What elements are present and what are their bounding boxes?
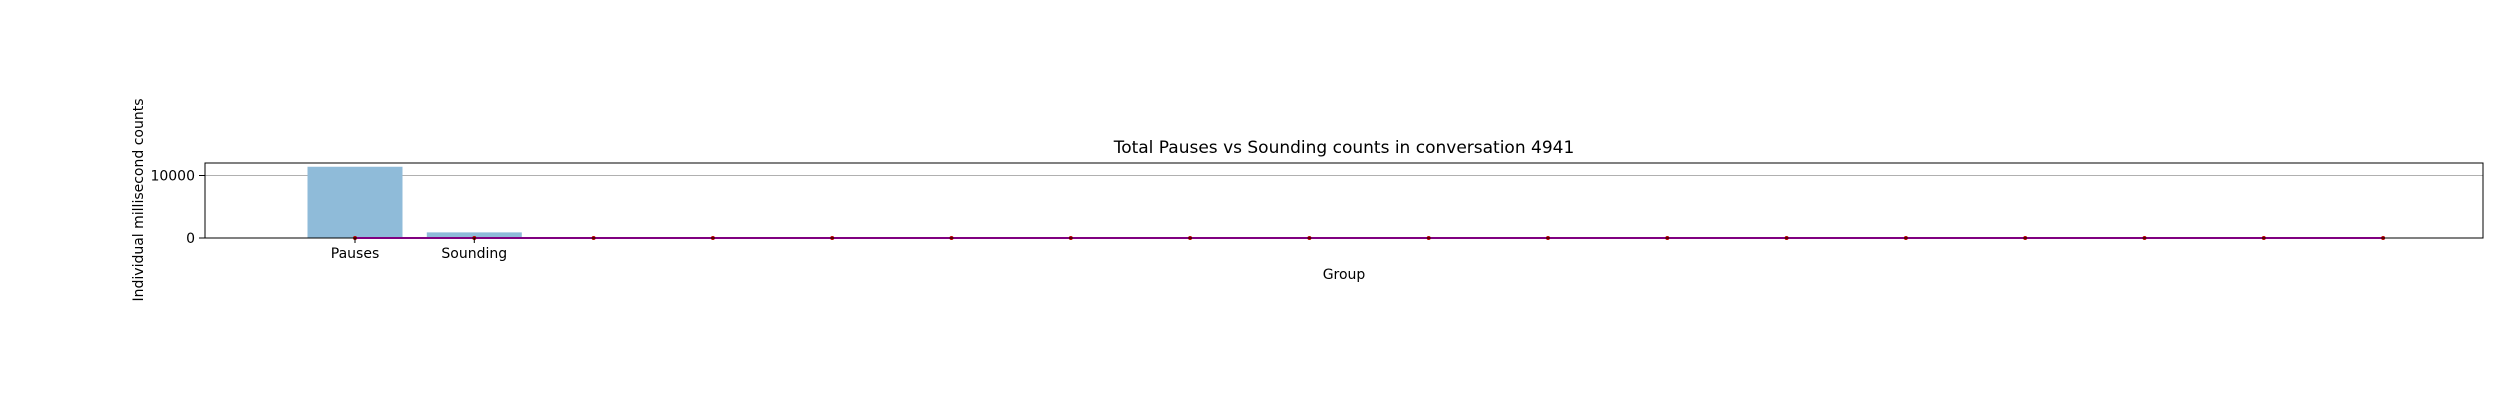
y-tick-label: 0	[186, 231, 195, 247]
x-tick-label: Pauses	[331, 246, 379, 262]
bar-sounding	[426, 232, 522, 238]
x-axis-ticks: Pauses Sounding	[331, 238, 507, 262]
grid-lines	[205, 175, 2483, 239]
x-axis-label: Group	[1323, 267, 1366, 283]
y-tick-label: 10000	[150, 169, 195, 185]
y-axis-label: Individual millisecond counts	[131, 99, 147, 302]
y-axis-ticks: 0 10000	[150, 169, 205, 247]
bars	[307, 166, 522, 238]
plot-frame	[204, 162, 2484, 239]
x-tick-label: Sounding	[441, 246, 507, 262]
bar-pauses	[307, 166, 403, 238]
chart-title: Total Pauses vs Sounding counts in conve…	[1113, 138, 1575, 158]
